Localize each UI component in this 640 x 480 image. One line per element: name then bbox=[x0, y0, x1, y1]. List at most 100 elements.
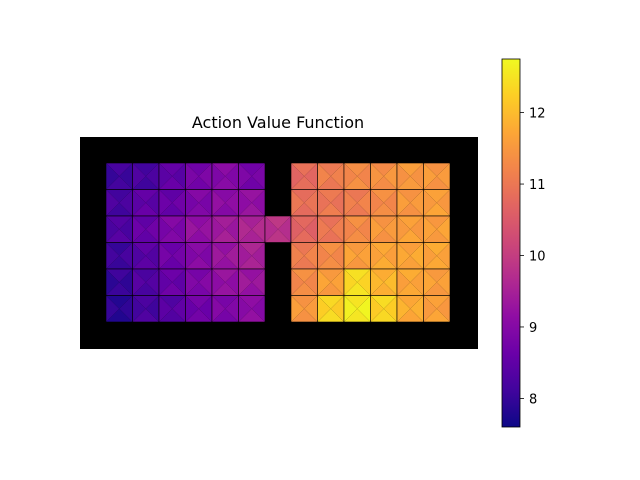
heatmap-cell-triangle bbox=[330, 295, 344, 322]
heatmap-cell-triangle bbox=[397, 255, 424, 269]
heatmap-cell-triangle bbox=[238, 255, 265, 269]
heatmap-cell-triangle bbox=[185, 163, 199, 190]
heatmap-cell-triangle bbox=[185, 242, 199, 269]
heatmap-cell bbox=[423, 295, 451, 323]
heatmap-cell-triangle bbox=[383, 295, 397, 322]
heatmap-cell-triangle bbox=[132, 269, 159, 283]
heatmap-cell-triangle bbox=[159, 242, 173, 269]
heatmap-cell-triangle bbox=[106, 216, 120, 243]
heatmap-cell-triangle bbox=[370, 216, 384, 243]
heatmap-cell-triangle bbox=[198, 163, 212, 190]
heatmap-cell-triangle bbox=[317, 189, 344, 203]
heatmap-cell-triangle bbox=[185, 282, 212, 296]
heatmap-cell-triangle bbox=[423, 189, 450, 203]
heatmap-cell-triangle bbox=[370, 163, 397, 177]
heatmap-cell-triangle bbox=[106, 242, 120, 269]
heatmap-cell-triangle bbox=[119, 189, 133, 216]
heatmap-cell-triangle bbox=[198, 269, 212, 296]
heatmap-cell-triangle bbox=[344, 189, 358, 216]
heatmap-cell-triangle bbox=[145, 295, 159, 322]
heatmap-cell-triangle bbox=[291, 242, 318, 256]
heatmap-cell-triangle bbox=[436, 242, 450, 269]
heatmap-cell-triangle bbox=[330, 189, 344, 216]
heatmap-cell-triangle bbox=[132, 163, 159, 177]
heatmap-cell-triangle bbox=[132, 216, 159, 230]
heatmap-cell-triangle bbox=[397, 202, 424, 216]
heatmap-cell-triangle bbox=[106, 282, 133, 296]
heatmap-cell-triangle bbox=[383, 242, 397, 269]
heatmap-cell-triangle bbox=[159, 163, 186, 177]
chart-title: Action Value Function bbox=[192, 113, 364, 132]
heatmap-cell-triangle bbox=[132, 282, 159, 296]
colorbar-gradient bbox=[501, 58, 521, 428]
heatmap-cell-triangle bbox=[423, 216, 450, 230]
heatmap-cell-triangle bbox=[238, 189, 252, 216]
heatmap-cell-triangle bbox=[106, 255, 133, 269]
heatmap-cell-triangle bbox=[185, 242, 212, 256]
heatmap-cell-triangle bbox=[132, 216, 146, 243]
heatmap-cell-triangle bbox=[159, 202, 186, 216]
heatmap-cell-triangle bbox=[304, 216, 318, 243]
heatmap-cell-triangle bbox=[212, 202, 239, 216]
heatmap-cell-triangle bbox=[159, 216, 173, 243]
heatmap-cell-triangle bbox=[159, 163, 173, 190]
heatmap-cell-triangle bbox=[423, 163, 450, 177]
heatmap-cell-triangle bbox=[291, 295, 318, 309]
heatmap-cell-triangle bbox=[159, 282, 186, 296]
heatmap-cell-triangle bbox=[185, 216, 212, 230]
heatmap-cell-triangle bbox=[423, 229, 450, 243]
heatmap-cell-triangle bbox=[423, 255, 450, 269]
heatmap-cell-triangle bbox=[212, 216, 226, 243]
heatmap-cell-triangle bbox=[304, 295, 318, 322]
heatmap-cell-triangle bbox=[212, 282, 239, 296]
heatmap-cell-triangle bbox=[291, 189, 305, 216]
heatmap-cell-triangle bbox=[132, 242, 159, 256]
heatmap-cell-triangle bbox=[330, 163, 344, 190]
heatmap-cell-triangle bbox=[132, 163, 146, 190]
heatmap-cell-triangle bbox=[397, 242, 424, 256]
heatmap-cell-triangle bbox=[212, 295, 239, 309]
heatmap-cell-triangle bbox=[291, 242, 305, 269]
heatmap-cell-triangle bbox=[238, 216, 265, 230]
colorbar-tick-label: 8 bbox=[529, 392, 537, 407]
heatmap-cell-triangle bbox=[317, 216, 331, 243]
heatmap-cell-triangle bbox=[397, 229, 424, 243]
heatmap-cell-triangle bbox=[344, 269, 358, 296]
heatmap-cell-triangle bbox=[145, 242, 159, 269]
heatmap-cell-triangle bbox=[212, 269, 226, 296]
heatmap-cell-triangle bbox=[344, 163, 358, 190]
heatmap-cell-triangle bbox=[212, 242, 226, 269]
heatmap-cell-triangle bbox=[198, 295, 212, 322]
heatmap-cell-triangle bbox=[212, 163, 226, 190]
heatmap-cell-triangle bbox=[397, 295, 424, 309]
heatmap-cell-triangle bbox=[370, 308, 397, 322]
heatmap-cell-triangle bbox=[344, 295, 371, 309]
heatmap-cell-triangle bbox=[185, 295, 212, 309]
heatmap-cell-triangle bbox=[251, 269, 265, 296]
heatmap-cell-triangle bbox=[185, 229, 212, 243]
heatmap-cell-triangle bbox=[212, 189, 226, 216]
heatmap-cell-triangle bbox=[330, 216, 344, 243]
heatmap-cell-triangle bbox=[265, 216, 291, 230]
heatmap-cell-triangle bbox=[106, 202, 133, 216]
heatmap-cell-triangle bbox=[172, 163, 186, 190]
heatmap-cell-triangle bbox=[397, 282, 424, 296]
heatmap-cell-triangle bbox=[410, 269, 424, 296]
heatmap-cell-triangle bbox=[317, 216, 344, 230]
heatmap-cell-triangle bbox=[106, 163, 133, 177]
heatmap-cell-triangle bbox=[172, 242, 186, 269]
heatmap-cell-triangle bbox=[397, 295, 411, 322]
heatmap-cell-triangle bbox=[185, 255, 212, 269]
heatmap-cell-triangle bbox=[357, 189, 371, 216]
heatmap-cell-triangle bbox=[397, 216, 424, 230]
heatmap-cell-triangle bbox=[357, 216, 371, 243]
heatmap-cell-triangle bbox=[357, 295, 371, 322]
heatmap-cell-triangle bbox=[344, 189, 371, 203]
heatmap-cell-triangle bbox=[119, 295, 133, 322]
heatmap-cell-triangle bbox=[159, 242, 186, 256]
heatmap-cell-triangle bbox=[370, 229, 397, 243]
heatmap-cell-triangle bbox=[251, 242, 265, 269]
heatmap-cell-triangle bbox=[397, 308, 424, 322]
heatmap-cell-triangle bbox=[423, 163, 437, 190]
heatmap-cell-triangle bbox=[410, 189, 424, 216]
